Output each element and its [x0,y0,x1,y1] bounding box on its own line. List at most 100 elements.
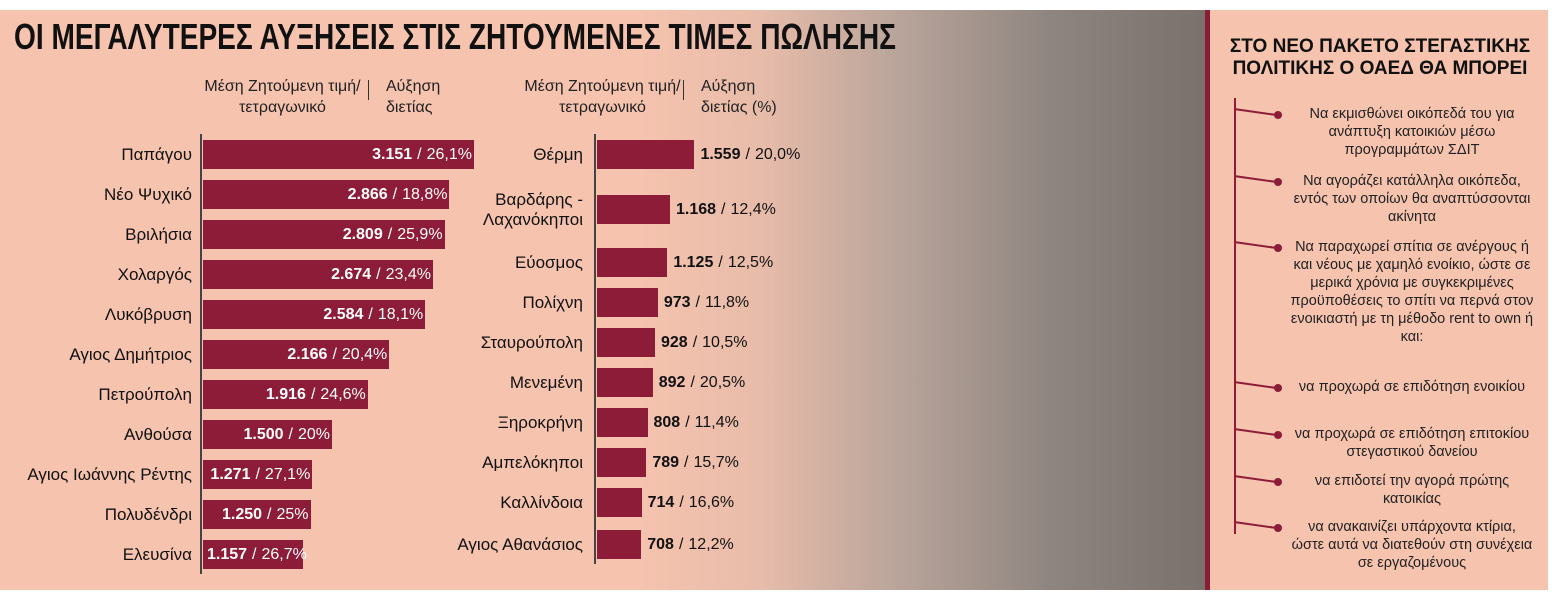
bullet [1274,524,1282,532]
price-label: 1.125 [673,254,714,271]
bar [203,380,368,409]
label-separator: / [392,186,398,203]
value-label: 1.916/24,6% [203,380,372,409]
panel-title: ΣΤΟ ΝΕΟ ΠΑΚΕΤΟ ΣΤΕΓΑΣΤΙΚΗΣ ΠΟΛΙΤΙΚΗΣ Ο Ο… [1229,36,1531,79]
price-label: 2.866 [347,186,388,203]
label-separator: / [288,426,293,443]
label-separator: / [695,294,700,311]
category-label: Πετρούπολη [98,384,192,404]
price-label: 2.674 [331,266,372,283]
growth-label: 23,4% [385,266,431,283]
value-label: 2.866/18,8% [203,180,453,209]
tree-branch [1233,521,1278,530]
growth-label: 26,1% [426,146,472,163]
value-label: 2.674/23,4% [203,260,437,289]
bar [203,140,474,169]
panel-item: Να εκμισθώνει οικόπεδά του για ανάπτυξη … [1309,106,1515,158]
value-label: 1.500/20% [203,420,336,449]
growth-label: 12,4% [730,201,776,218]
price-label: 2.584 [323,306,364,323]
bar [203,540,303,569]
series-header: Μέση Ζητούμενη τιμή/τετραγωνικό [204,78,361,116]
growth-label: 20,0% [754,146,801,163]
growth-label: 20,4% [341,346,388,363]
bar [203,260,433,289]
price-label: 2.166 [287,346,328,363]
price-label: 1.916 [265,386,306,403]
price-label: 1.157 [207,546,248,563]
category-label: Αγιος Δημήτριος [69,344,192,364]
bar [203,420,332,449]
tree-branch [1233,175,1278,184]
bar [597,328,655,357]
value-label: 3.151/26,1% [203,140,478,169]
tree-branch [1233,381,1278,390]
bar [597,408,648,437]
bar [597,488,642,517]
bar [597,530,642,559]
value-label: 2.584/18,1% [203,300,429,329]
bar [597,448,647,477]
growth-label: 25% [276,506,309,523]
label-separator: / [690,374,695,391]
category-label: Καλλίνδοια [500,492,583,512]
label-separator: / [310,386,316,403]
bullet [1274,244,1282,252]
growth-label: 24,6% [320,386,366,403]
price-label: 1.168 [676,201,717,218]
bar [597,195,670,224]
price-label: 708 [647,536,674,553]
price-label: 1.250 [221,506,263,523]
value-label: 2.809/25,9% [203,220,449,249]
value-label: 1.168/12,4% [676,195,776,224]
value-label: 1.125/12,5% [673,248,773,277]
tree-branch [1233,108,1278,117]
price-label: 1.271 [210,466,251,483]
label-separator: / [745,146,750,163]
category-label: Χολαργός [117,264,192,284]
category-label: Σταυρούπολη [480,332,583,352]
price-label: 1.500 [243,426,284,443]
label-separator: / [679,494,684,511]
label-separator: / [678,536,684,553]
growth-label: 25,9% [397,226,443,243]
category-label: Πολίχνη [522,292,583,312]
growth-label: 27,1% [264,466,311,483]
label-separator: / [417,146,422,163]
bullet [1274,478,1282,486]
label-separator: / [255,466,260,483]
bar [597,368,653,397]
bar [203,340,390,369]
price-label: 892 [658,374,686,391]
panel-item: Να αγοράζει κατάλληλα οικόπεδα, εντός τω… [1293,173,1531,225]
tree-branch [1233,475,1278,484]
tree-trunk [1234,98,1236,534]
tree-branch [1233,241,1278,250]
category-label: Εύοσμος [514,252,583,272]
series-header: Μέση Ζητούμενη τιμή/τετραγωνικό [524,78,681,116]
label-separator: / [368,306,373,323]
bullet [1274,111,1282,119]
price-label: 1.559 [700,146,741,163]
header-separator [368,80,369,100]
bullet [1274,431,1282,439]
label-separator: / [718,254,723,271]
price-label: 789 [652,454,680,471]
value-label: 808/11,4% [654,408,739,437]
panel-item: να ανακαινίζει υπάρχοντα κτίρια, ώστε αυ… [1291,519,1533,571]
value-label: 1.271/27,1% [203,460,316,489]
category-label: Παπάγου [121,144,192,164]
value-label: 2.166/20,4% [203,340,393,369]
bullet [1274,384,1282,392]
growth-label: 12,2% [688,536,734,553]
bar [203,220,445,249]
label-separator: / [387,226,393,243]
category-label: Θέρμη [533,144,583,164]
label-separator: / [684,454,689,471]
series-header: Αύξηση διετίας (%) [701,78,777,116]
price-label: 2.809 [342,226,383,243]
bar [597,248,668,277]
value-label: 1.559/20,0% [700,140,800,169]
value-label: 714/16,6% [648,488,735,517]
